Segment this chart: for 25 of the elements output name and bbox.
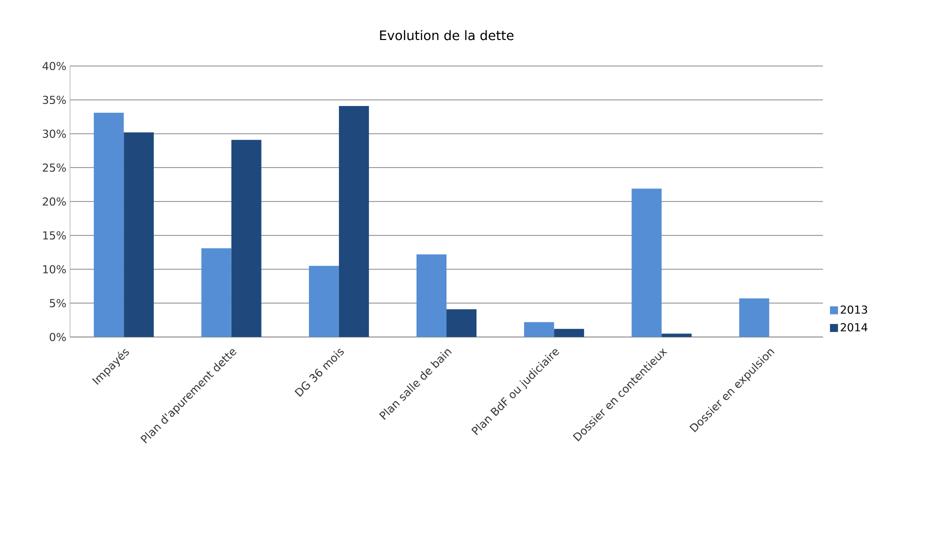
bar [416,254,447,337]
bar [662,334,692,337]
y-tick-label: 30% [42,130,66,138]
y-tick-label: 40% [42,62,66,70]
bar [231,140,262,337]
bar [201,248,232,337]
y-tick-label: 20% [42,197,66,206]
y-tick-label: 25% [42,163,66,172]
bar [632,188,662,337]
chart-title: Evolution de la dette [380,30,514,40]
bar [124,132,154,337]
y-tick-label: 5% [50,298,66,308]
legend-label: 2014 [840,323,868,332]
bar [338,106,369,337]
y-tick-label: 0% [50,332,66,342]
bar [739,298,770,337]
y-tick-label: 10% [43,265,66,274]
bar [308,266,339,337]
bar [94,112,124,337]
legend-label: 2013 [840,305,868,314]
bar [524,322,554,337]
bar [554,328,584,337]
y-tick-label: 15% [43,231,66,240]
y-tick-label: 35% [42,96,66,104]
bar [446,309,477,337]
